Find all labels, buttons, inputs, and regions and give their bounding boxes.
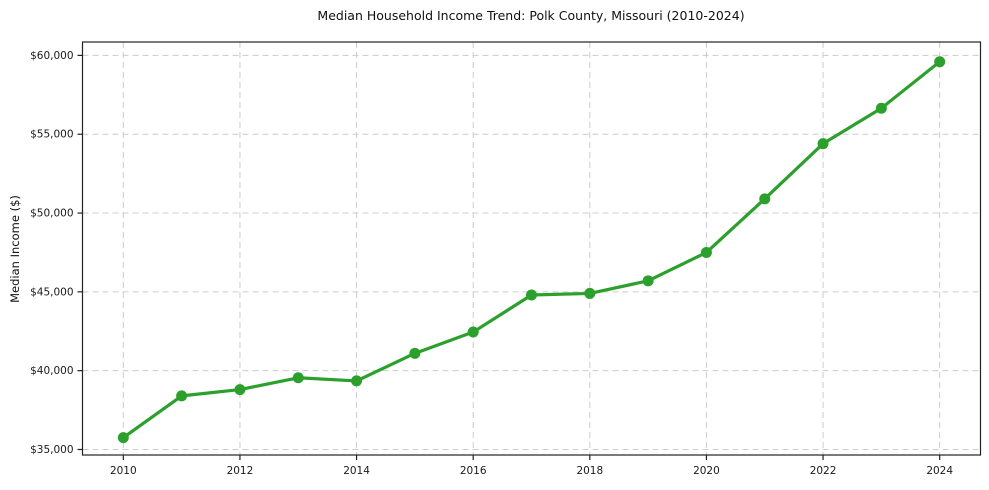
x-tick-label: 2018 xyxy=(576,465,603,477)
y-tick-label: $40,000 xyxy=(30,365,73,377)
income-trend-line xyxy=(121,60,942,440)
y-tick-label: $35,000 xyxy=(30,444,73,456)
x-tick-label: 2016 xyxy=(460,465,487,477)
data-point-2013 xyxy=(292,372,304,384)
data-point-2019 xyxy=(642,275,654,287)
x-tick-label: 2014 xyxy=(343,465,370,477)
data-point-2022 xyxy=(817,138,829,150)
x-tick-label: 2024 xyxy=(926,465,953,477)
y-tick-label: $60,000 xyxy=(30,50,73,62)
data-point-2017 xyxy=(526,289,537,301)
data-point-2023 xyxy=(875,102,887,114)
y-tick-label: $50,000 xyxy=(30,208,73,220)
data-point-2016 xyxy=(467,326,479,338)
data-point-2021 xyxy=(759,193,771,205)
x-tick-label: 2010 xyxy=(110,465,137,477)
chart-title: Median Household Income Trend: Polk Coun… xyxy=(317,8,745,23)
data-point-2020 xyxy=(700,246,712,258)
data-point-2024 xyxy=(934,56,946,68)
data-point-2012 xyxy=(234,384,246,396)
data-point-2014 xyxy=(351,375,363,387)
x-tick-label: 2022 xyxy=(810,465,837,477)
data-point-2015 xyxy=(409,347,421,359)
y-tick-label: $55,000 xyxy=(30,129,73,141)
x-tick-label: 2012 xyxy=(227,465,254,477)
y-tick-label: $45,000 xyxy=(30,286,73,298)
plot-border xyxy=(81,41,982,456)
data-point-2010 xyxy=(117,432,129,444)
data-point-2011 xyxy=(176,390,188,402)
data-point-2018 xyxy=(584,287,596,299)
x-tick-label: 2020 xyxy=(693,465,720,477)
